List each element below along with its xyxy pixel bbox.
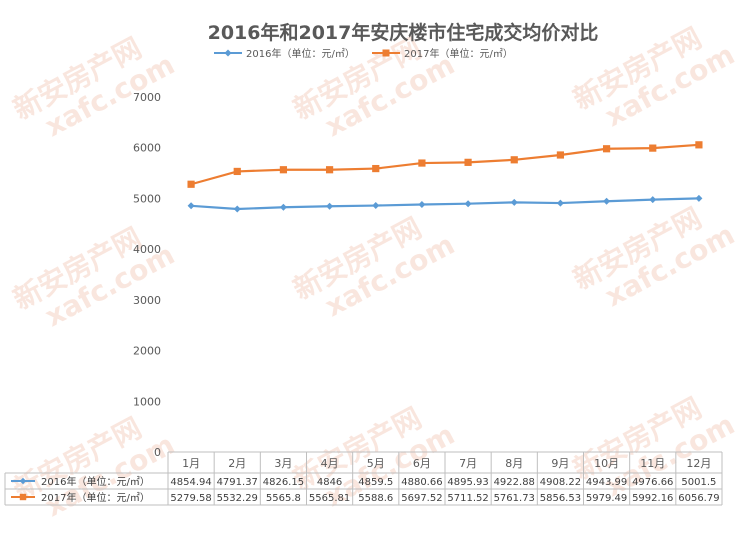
table-cell: 5697.52 <box>401 493 442 504</box>
data-point <box>233 205 241 213</box>
data-point <box>187 202 195 210</box>
x-tick-label: 3月 <box>274 457 292 470</box>
data-table: 1月 2月 3月 4月 5月 6月 7月 8月 9月 10月 11月 12月 2016年（单位：元/㎡）… <box>4 451 723 506</box>
table-cell: 5565.81 <box>309 493 350 504</box>
table-cell: 5979.49 <box>586 493 627 504</box>
table-cell: 5856.53 <box>540 493 581 504</box>
legend-label-1: 2016年（单位：元/㎡） <box>246 47 355 60</box>
table-cell: 5761.73 <box>494 493 535 504</box>
y-axis: 0 1000 2000 3000 4000 5000 6000 7000 <box>133 91 161 459</box>
table-cell: 4854.94 <box>170 477 211 488</box>
y-tick-label: 2000 <box>133 345 161 358</box>
data-point <box>233 167 241 176</box>
x-tick-label: 1月 <box>182 457 200 470</box>
table-row-label-2: 2017年（单位：元/㎡） <box>41 491 150 504</box>
x-tick-label: 8月 <box>505 457 523 470</box>
table-cell: 5711.52 <box>447 493 488 504</box>
table-cell: 4895.93 <box>447 477 488 488</box>
table-cell: 4859.5 <box>358 477 393 488</box>
legend-label-2: 2017年（单位：元/㎡） <box>404 47 513 60</box>
y-tick-label: 7000 <box>133 91 161 104</box>
data-point <box>556 199 564 207</box>
x-tick-label: 11月 <box>640 457 665 470</box>
data-point <box>187 180 195 188</box>
x-tick-label: 12月 <box>686 457 711 470</box>
table-cell: 5001.5 <box>681 477 716 488</box>
data-point <box>372 164 380 173</box>
y-tick-label: 6000 <box>133 142 161 155</box>
y-tick-label: 0 <box>154 446 161 459</box>
series-line-2 <box>190 143 699 186</box>
chart-title: 2016年和2017年安庆楼市住宅成交均价对比 <box>208 21 599 44</box>
x-tick-label: 10月 <box>594 457 619 470</box>
table-cell: 5565.8 <box>266 493 301 504</box>
legend-marker-2 <box>382 49 390 57</box>
data-point <box>464 200 472 208</box>
data-point <box>603 197 611 205</box>
y-tick-label: 5000 <box>133 192 161 205</box>
data-point <box>602 145 611 153</box>
data-point <box>279 203 287 211</box>
data-point <box>695 194 703 202</box>
data-point <box>649 144 657 152</box>
y-tick-label: 4000 <box>133 243 161 256</box>
data-point <box>279 166 288 174</box>
table-cell: 4791.37 <box>217 477 258 488</box>
table-cell: 4943.99 <box>586 477 627 488</box>
table-cell: 5279.58 <box>170 493 211 504</box>
y-tick-label: 3000 <box>133 294 161 307</box>
table-row-label-1: 2016年（单位：元/㎡） <box>41 475 150 488</box>
plot-area <box>187 141 703 213</box>
data-point <box>510 198 518 206</box>
table-cell: 4846 <box>317 477 342 488</box>
series-line-1 <box>191 197 699 211</box>
data-point <box>510 156 518 164</box>
legend-marker-1 <box>224 49 232 57</box>
table-cell: 4826.15 <box>263 477 304 488</box>
table-key-marker-2 <box>19 493 27 501</box>
table-cell: 5532.29 <box>217 493 258 504</box>
data-point <box>326 202 334 210</box>
data-point <box>464 158 472 166</box>
x-tick-label: 6月 <box>413 457 431 470</box>
x-tick-label: 7月 <box>459 457 477 470</box>
x-tick-label: 2月 <box>228 457 246 470</box>
y-tick-label: 1000 <box>133 395 161 408</box>
x-tick-label: 4月 <box>321 457 339 470</box>
data-point <box>418 200 426 208</box>
legend: 2016年（单位：元/㎡） 2017年（单位：元/㎡） <box>214 47 513 60</box>
table-cell: 4922.88 <box>494 477 535 488</box>
data-point <box>695 141 703 149</box>
x-tick-label: 9月 <box>551 457 569 470</box>
table-cell: 5588.6 <box>358 493 393 504</box>
table-cell: 5992.16 <box>632 493 673 504</box>
data-point <box>556 151 565 159</box>
data-point <box>372 202 380 210</box>
data-point <box>325 166 334 174</box>
table-cell: 4880.66 <box>401 477 442 488</box>
data-point <box>649 196 657 204</box>
table-cell: 6056.79 <box>678 493 719 504</box>
data-point <box>418 159 426 167</box>
x-tick-label: 5月 <box>367 457 385 470</box>
table-key-marker-1 <box>19 477 27 485</box>
table-cell: 4976.66 <box>632 477 673 488</box>
table-cell: 4908.22 <box>540 477 581 488</box>
